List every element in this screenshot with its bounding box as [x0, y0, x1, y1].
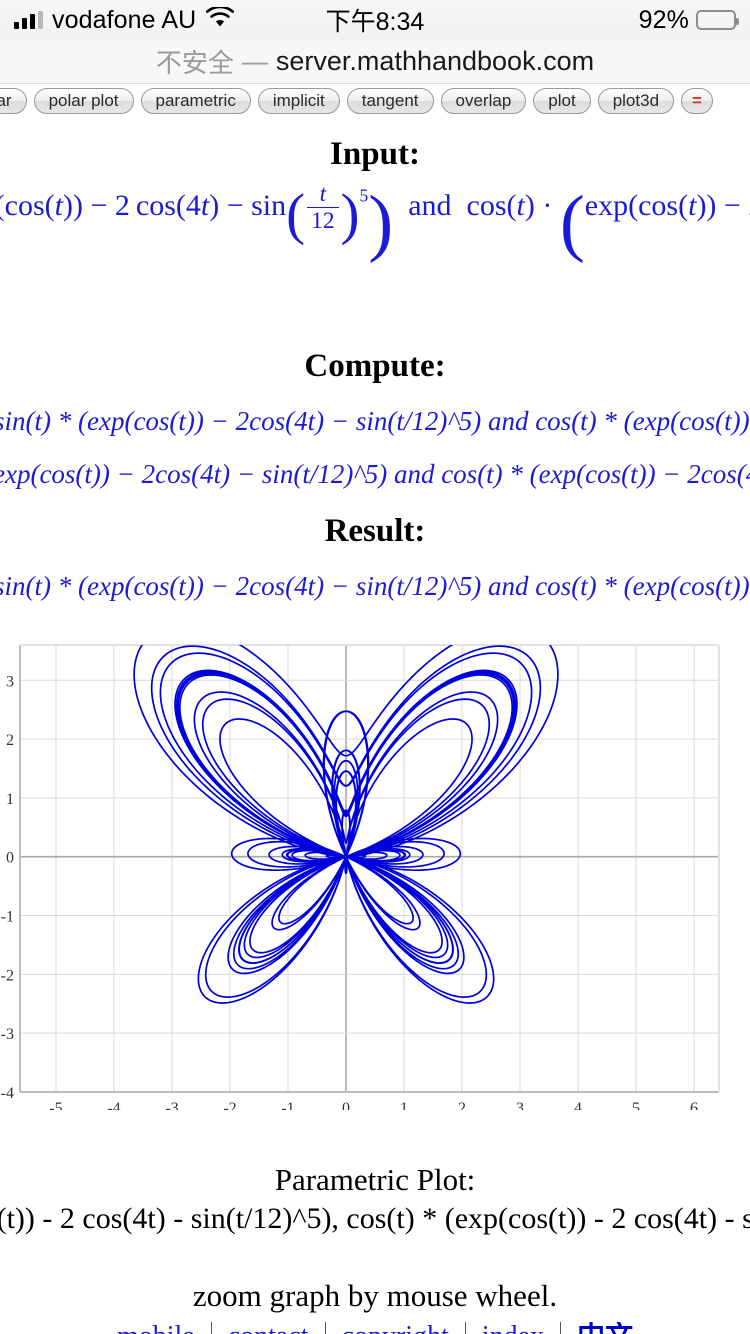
wifi-icon — [205, 5, 235, 34]
y-tick-label: 3 — [6, 673, 14, 690]
y-tick-label: -4 — [1, 1085, 14, 1102]
result-expression: sin(t) * (exp(cos(t)) − 2cos(4t) − sin(t… — [0, 571, 750, 601]
battery-icon — [696, 10, 739, 30]
x-tick-label: -1 — [281, 1100, 294, 1110]
browser-url-bar[interactable]: 不安全 — server.mathhandbook.com — [0, 40, 750, 84]
nav-button-plot3d[interactable]: plot3d — [597, 88, 675, 114]
toolbar-button-strip[interactable]: ear polar plot parametric implicit tange… — [0, 85, 750, 117]
url-separator: — — [241, 46, 268, 76]
toolbar-button-row: ear polar plot parametric implicit tange… — [0, 88, 713, 114]
status-left: vodafone AU — [14, 5, 235, 35]
nav-button-implicit[interactable]: implicit — [257, 88, 340, 114]
x-tick-label: 1 — [400, 1100, 408, 1110]
y-tick-label: -1 — [1, 909, 14, 926]
x-tick-label: 5 — [632, 1100, 640, 1110]
plot-svg[interactable]: -5 -4 -3 -2 -1 0 1 2 3 4 5 6 3 2 1 0 -1 -2 -3 -4 — [0, 630, 750, 1117]
x-tick-label: -4 — [107, 1100, 120, 1110]
url-host-label: server.mathhandbook.com — [275, 46, 595, 76]
compute-section-heading: Compute: — [304, 348, 446, 384]
compute-expression-line-1: sin(t) * (exp(cos(t)) − 2cos(4t) − sin(t… — [0, 406, 750, 436]
nav-button-tangent[interactable]: tangent — [346, 88, 434, 114]
footer-link-mobile[interactable]: mobile — [101, 1322, 211, 1334]
footer-link-index[interactable]: index — [464, 1322, 560, 1334]
y-tick-label: -2 — [1, 967, 14, 984]
x-tick-label: 4 — [574, 1100, 582, 1110]
y-tick-label: -3 — [1, 1026, 14, 1043]
footer-link-contact[interactable]: contact — [210, 1322, 325, 1334]
y-tick-label: 0 — [6, 850, 14, 867]
x-tick-label: 3 — [516, 1100, 524, 1110]
clock-label: 下午8:34 — [325, 8, 425, 36]
x-tick-label: -5 — [49, 1100, 62, 1110]
nav-button-equals[interactable]: = — [681, 88, 713, 114]
cellular-bars-icon — [14, 11, 43, 29]
result-section-heading: Result: — [324, 513, 426, 549]
footer-link-chinese[interactable]: 中文 — [560, 1322, 649, 1334]
status-right: 92% — [638, 5, 739, 35]
battery-percent-label: 92% — [638, 5, 689, 34]
compute-expression-line-2: sin(t) * (exp(cos(t)) − 2cos(4t) − sin(t… — [0, 459, 750, 489]
ios-status-bar: vodafone AU 下午8:34 92% — [0, 0, 750, 40]
butterfly-curve — [133, 645, 559, 1004]
footer-link-row[interactable]: mobile contact copyright index 中文 — [0, 1322, 750, 1334]
footer-link-copyright[interactable]: copyright — [324, 1322, 465, 1334]
nav-button-clear[interactable]: ear — [0, 88, 27, 114]
x-tick-label: 2 — [458, 1100, 466, 1110]
input-section-heading: Input: — [330, 136, 420, 172]
plot-caption-title: Parametric Plot: — [274, 1162, 476, 1197]
x-tick-label: -2 — [223, 1100, 236, 1110]
nav-button-parametric[interactable]: parametric — [140, 88, 251, 114]
y-tick-label: 2 — [6, 732, 14, 749]
nav-button-polar-plot[interactable]: polar plot — [33, 88, 134, 114]
plot-caption-expression: sin(t) * (exp(cos(t)) - 2 cos(4t) - sin(… — [0, 1202, 750, 1235]
carrier-label: vodafone AU — [52, 5, 197, 34]
zoom-hint-text: zoom graph by mouse wheel. — [192, 1278, 558, 1313]
y-tick-label: 1 — [6, 791, 14, 808]
x-tick-label: 6 — [690, 1100, 698, 1110]
insecure-badge: 不安全 — [155, 48, 234, 78]
axis-frame — [19, 644, 720, 1093]
input-expression: sin(t) · (exp(cos(t)) − 2 cos(4t) − sin(… — [0, 180, 750, 264]
x-tick-label: -3 — [165, 1100, 178, 1110]
nav-button-plot[interactable]: plot — [533, 88, 591, 114]
x-tick-label: 0 — [342, 1100, 350, 1110]
parametric-plot[interactable]: -5 -4 -3 -2 -1 0 1 2 3 4 5 6 3 2 1 0 -1 -2 -3 -4 — [0, 630, 750, 1117]
nav-button-overlap[interactable]: overlap — [440, 88, 527, 114]
input-expression-rendered: sin(t) · (exp(cos(t)) − 2 cos(4t) − sin(… — [0, 180, 750, 264]
